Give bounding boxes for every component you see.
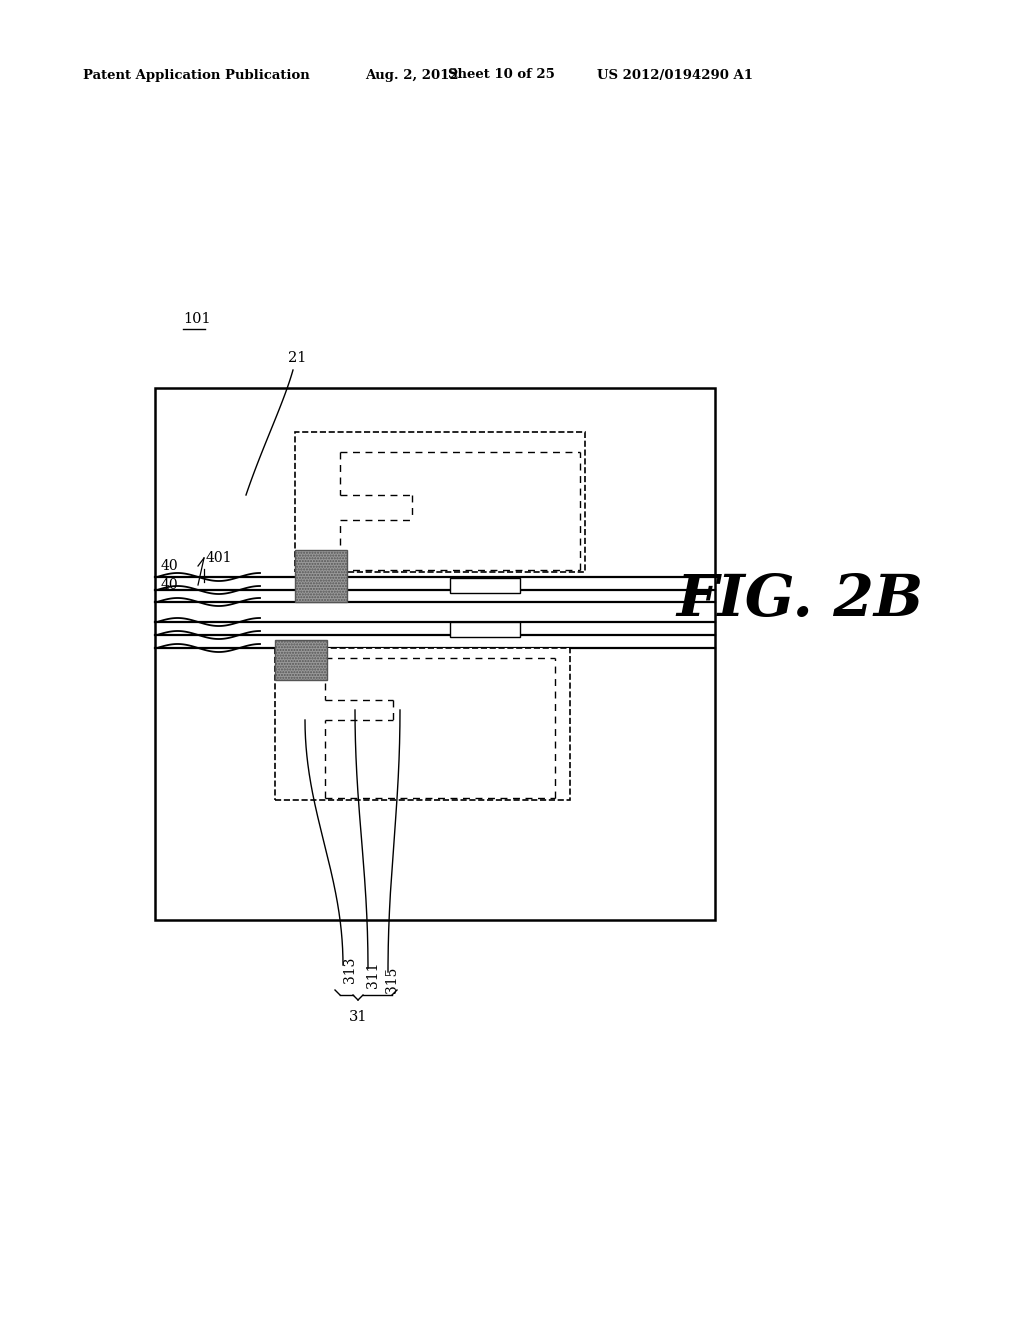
Bar [295,432,585,572]
Text: 401: 401 [206,550,232,565]
Text: 40: 40 [161,558,178,573]
Text: Patent Application Publication: Patent Application Publication [83,69,309,82]
Text: FIG. 2B: FIG. 2B [677,572,924,628]
Text: 313: 313 [343,957,357,983]
Text: Aug. 2, 2012: Aug. 2, 2012 [365,69,459,82]
Text: 31: 31 [349,1010,368,1024]
Bar [275,648,570,800]
Text: 101: 101 [183,312,211,326]
Bar [275,640,327,680]
Bar [450,578,520,593]
Text: 40: 40 [161,578,178,591]
Text: US 2012/0194290 A1: US 2012/0194290 A1 [597,69,753,82]
Text: 311: 311 [366,962,380,989]
Text: 21: 21 [288,351,306,366]
Text: 315: 315 [385,966,399,993]
Text: Sheet 10 of 25: Sheet 10 of 25 [449,69,555,82]
Bar [155,388,715,920]
Bar [295,550,347,602]
Bar [450,622,520,638]
